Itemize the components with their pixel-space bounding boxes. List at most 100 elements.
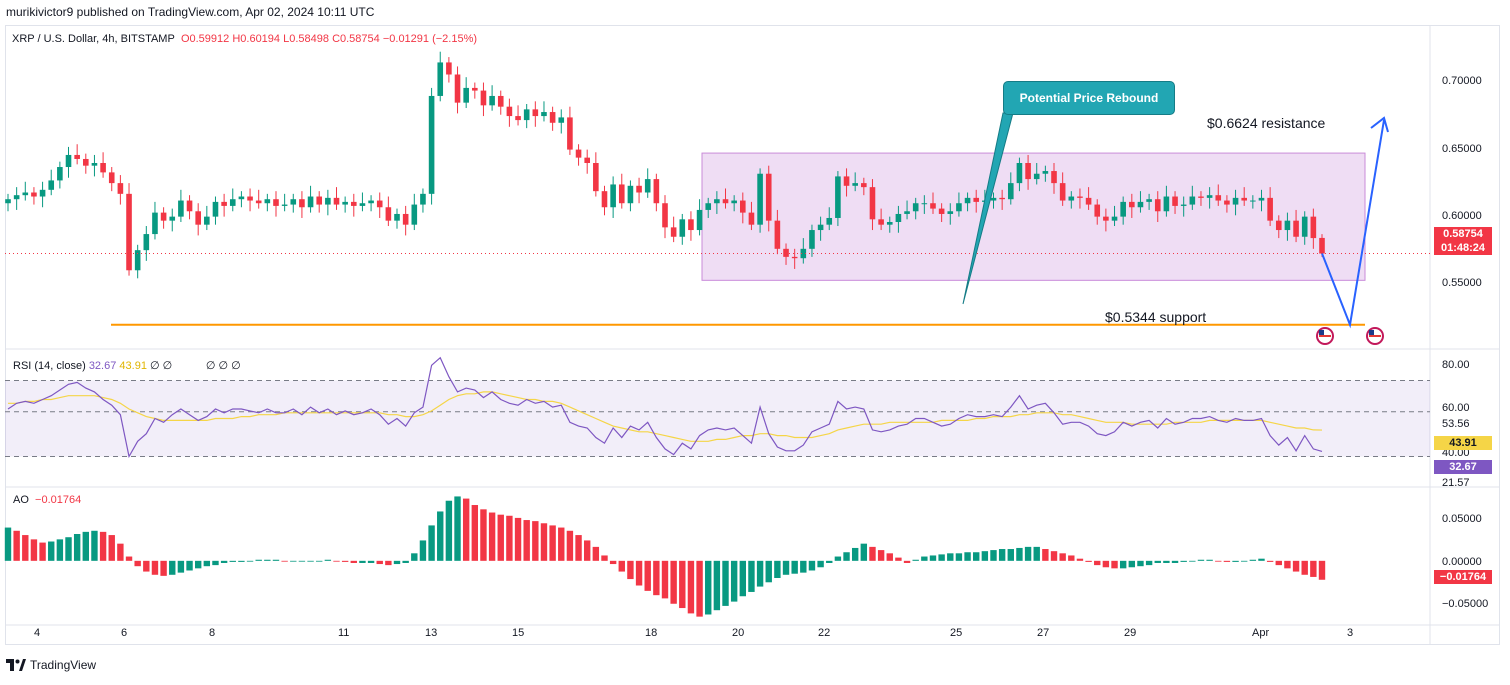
candle-body <box>783 248 789 257</box>
ao-bar <box>1007 549 1014 561</box>
ao-bar <box>895 557 902 561</box>
candle-body <box>930 203 936 209</box>
ao-bar <box>1076 558 1084 561</box>
ao-bar <box>947 553 954 561</box>
ao-value: −0.01764 <box>35 494 82 506</box>
candle-body <box>229 199 236 206</box>
rebound-callout[interactable]: Potential Price Rebound <box>1003 81 1175 115</box>
candle-body <box>1172 196 1178 206</box>
candle-body <box>921 203 928 205</box>
ao-bar <box>938 554 945 561</box>
candle-body <box>1310 216 1317 239</box>
ao-bar <box>1266 560 1274 562</box>
ao-bar <box>65 537 72 561</box>
ao-bar <box>316 560 323 562</box>
ao-bar <box>756 560 764 587</box>
candle-body <box>281 204 288 206</box>
ao-bar <box>1050 551 1058 561</box>
ao-bar <box>730 560 738 602</box>
candle-body <box>1301 216 1308 237</box>
candle-body <box>1319 237 1325 254</box>
candle-body <box>1258 197 1265 201</box>
ao-bar <box>1284 560 1291 569</box>
rsi-extra-1: ∅ ∅ <box>150 360 173 372</box>
candle-body <box>662 203 668 228</box>
candle-body <box>1198 196 1204 198</box>
ao-bar <box>826 560 833 563</box>
candle-body <box>886 222 893 225</box>
candle-body <box>765 173 772 221</box>
ao-bar <box>1249 559 1257 561</box>
last-price: 0.58754 <box>1443 228 1483 240</box>
candle-body <box>800 248 807 259</box>
ao-bar <box>1223 560 1231 562</box>
ao-bar <box>817 560 824 568</box>
ao-bar <box>869 546 876 561</box>
candle-body <box>39 189 46 197</box>
candle-body <box>152 212 158 235</box>
rsi-ma-value: 43.91 <box>119 360 147 372</box>
ao-bar <box>687 560 695 614</box>
ao-bar <box>1301 560 1308 575</box>
ao-tag: −0.01764 <box>1434 570 1492 584</box>
x-tick: 27 <box>1037 627 1050 639</box>
ao-bar <box>1102 560 1110 568</box>
ao-bar <box>402 560 409 563</box>
candle-body <box>861 183 867 188</box>
ao-bar <box>160 560 167 576</box>
candle-body <box>964 197 971 204</box>
ao-bar <box>333 560 340 562</box>
candle-body <box>273 199 279 206</box>
resistance-label[interactable]: $0.6624 resistance <box>1207 115 1326 131</box>
candle-body <box>835 176 841 218</box>
ao-bar <box>367 560 375 563</box>
ao-bar <box>73 534 81 561</box>
rsi-value: 32.67 <box>88 360 117 372</box>
price-change: −0.01291 (−2.15%) <box>382 33 478 45</box>
candle-body <box>938 208 945 214</box>
ao-bar <box>359 560 366 563</box>
candle-body <box>117 183 124 194</box>
candle-body <box>1103 216 1109 221</box>
candle-body <box>134 250 141 271</box>
candle-body <box>472 87 478 91</box>
candle-body <box>653 179 660 204</box>
candle-body <box>83 158 89 166</box>
ao-bar <box>13 530 20 561</box>
ao-bar <box>661 560 669 599</box>
ao-bar <box>1197 559 1205 561</box>
rsi-tick: 40.00 <box>1442 447 1470 459</box>
candle-body <box>1033 173 1040 180</box>
candle-body <box>506 106 513 117</box>
ao-bar <box>272 559 280 561</box>
ao-bar <box>454 496 461 561</box>
ao-bar <box>1310 560 1317 577</box>
footer-brand[interactable]: TradingView <box>6 658 96 672</box>
rsi-ma-line <box>8 391 1323 442</box>
candle-body <box>359 203 366 206</box>
ao-bar <box>973 552 980 561</box>
candle-body <box>817 224 824 231</box>
ao-bar <box>1240 560 1248 562</box>
ao-bar <box>255 559 262 561</box>
consolidation-box <box>701 152 1366 281</box>
candle-body <box>1137 201 1144 208</box>
ao-bar <box>229 560 236 562</box>
support-label[interactable]: $0.5344 support <box>1105 309 1207 325</box>
ao-bar <box>1094 560 1101 566</box>
candle-body <box>316 196 323 205</box>
candle-body <box>1206 195 1213 198</box>
candle-body <box>601 191 608 208</box>
ao-tick: 0.00000 <box>1442 556 1482 568</box>
candle-body <box>108 172 115 184</box>
candle-body <box>1120 201 1126 217</box>
ao-bar <box>212 560 219 566</box>
candle-body <box>627 185 634 204</box>
x-tick: 20 <box>732 627 745 639</box>
ao-bar <box>998 549 1006 561</box>
candle-body <box>1180 204 1187 206</box>
ao-bar <box>523 520 530 561</box>
symbol-label: XRP / U.S. Dollar, 4h, BITSTAMP <box>12 33 175 45</box>
tradingview-logo-icon <box>6 659 26 671</box>
